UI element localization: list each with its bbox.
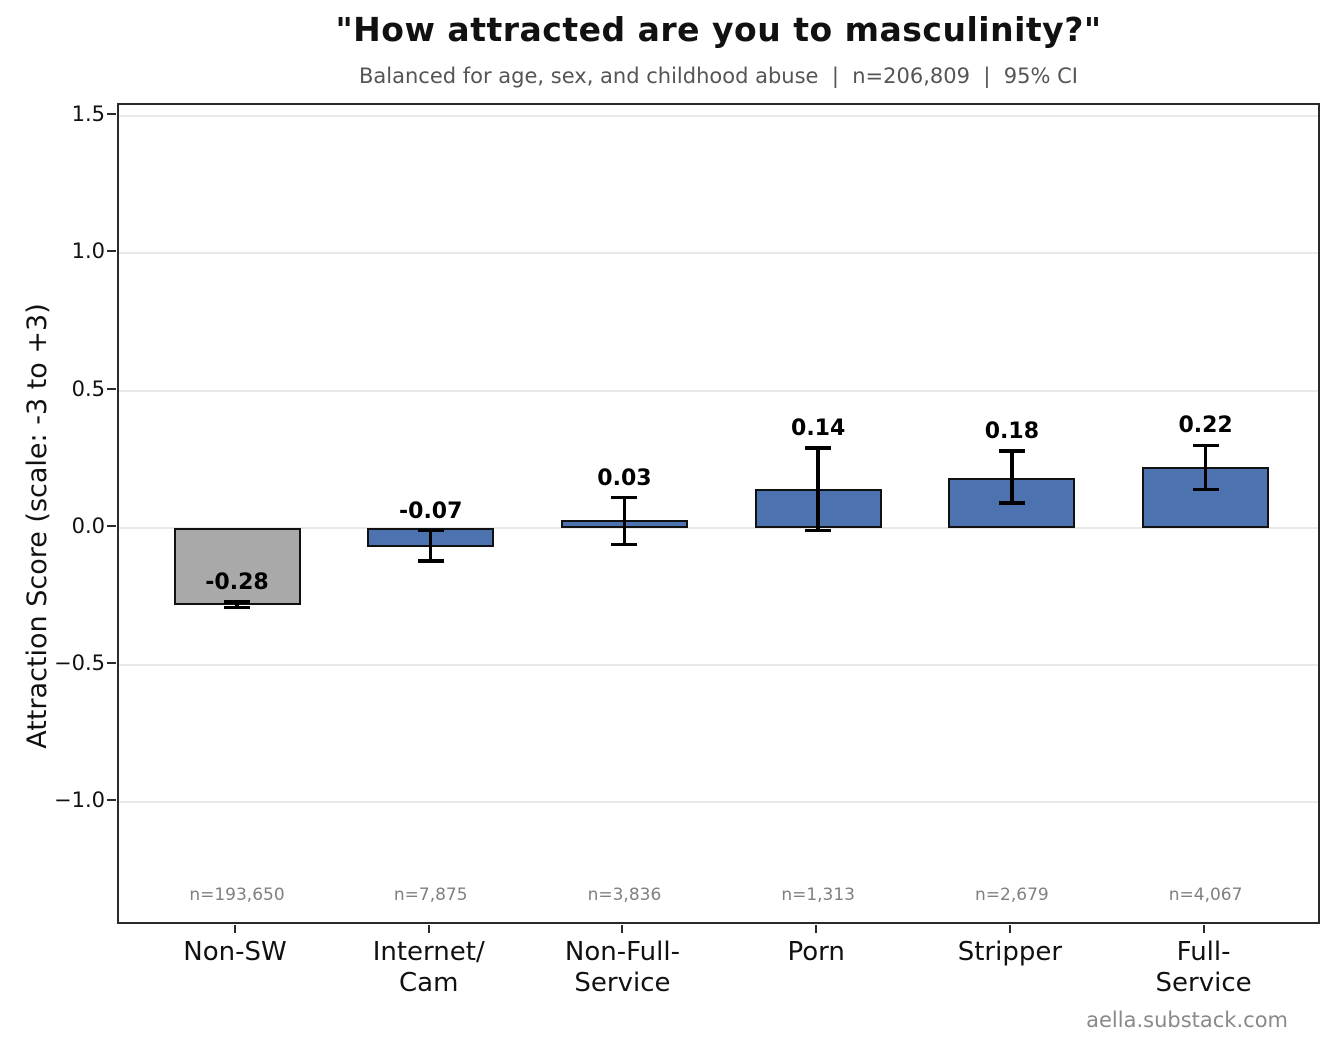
y-axis-label: Attraction Score (scale: -3 to +3) <box>22 303 53 749</box>
x-tick-label-line: Full- <box>1176 937 1231 967</box>
plot-area: -0.28 n=193,650 -0.07 n=7,875 0.03 n=3,836 0.1… <box>117 103 1320 924</box>
value-label: -0.28 <box>205 569 269 595</box>
error-bar-cap-top <box>1192 443 1219 448</box>
n-label: n=7,875 <box>393 885 468 905</box>
n-label: n=4,067 <box>1168 885 1243 905</box>
value-label: 0.18 <box>984 418 1040 444</box>
error-bar-line <box>816 448 820 531</box>
value-label: 0.22 <box>1178 413 1233 439</box>
x-tick-label-2: Internet/Cam <box>319 937 539 998</box>
error-bar-cap-bottom <box>1192 487 1219 492</box>
gridline <box>119 801 1318 804</box>
x-tick-label-line: Porn <box>787 937 845 967</box>
x-tick-label-3: Non-Full- Service <box>512 937 732 998</box>
error-bar-cap-bottom <box>224 605 250 610</box>
x-tick-label-6: Full- Service <box>1094 937 1314 998</box>
gridline <box>119 664 1318 667</box>
x-tick-mark <box>427 925 430 933</box>
x-tick-label-line: Stripper <box>957 937 1063 967</box>
x-tick-label-line: Non-SW <box>183 937 287 967</box>
n-label: n=1,313 <box>781 885 855 905</box>
y-tick-mark <box>107 662 116 665</box>
error-bar-cap-top <box>805 446 832 450</box>
x-tick-mark <box>234 925 236 933</box>
y-tick-mark <box>107 799 116 802</box>
error-bar-cap-bottom <box>998 501 1025 505</box>
error-bar-line <box>235 601 239 608</box>
y-tick-mark <box>107 112 116 115</box>
x-tick-label-line: Service <box>574 967 671 998</box>
n-label: n=3,836 <box>587 885 662 905</box>
gridline <box>119 252 1318 255</box>
error-bar-cap-top <box>417 528 444 533</box>
x-tick-mark <box>815 925 818 933</box>
value-label: -0.07 <box>399 498 463 524</box>
gridline <box>119 389 1318 392</box>
x-tick-mark <box>1202 925 1205 933</box>
x-tick-mark <box>1008 925 1011 933</box>
error-bar-line <box>1010 450 1014 504</box>
error-bar-cap-bottom <box>805 528 832 533</box>
y-tick-mark <box>107 250 116 253</box>
error-bar-cap-bottom <box>417 559 444 563</box>
error-bar-cap-top <box>611 495 638 500</box>
chart-subtitle: Balanced for age, sex, and childhood abu… <box>359 64 1078 88</box>
value-label: 0.14 <box>791 416 846 442</box>
x-tick-label-5: Stripper <box>900 937 1120 968</box>
value-label: 0.03 <box>597 465 652 491</box>
chart-title: "How attracted are you to masculinity?" <box>335 10 1102 49</box>
x-tick-label-4: Porn <box>706 937 926 968</box>
error-bar-cap-top <box>224 600 250 604</box>
gridline <box>119 526 1318 529</box>
y-tick-mark <box>107 524 116 527</box>
error-bar-line <box>622 497 627 545</box>
error-bar-cap-bottom <box>611 542 638 547</box>
y-tick-label: 1.5 <box>71 101 105 126</box>
x-tick-label-line: Service <box>1155 967 1252 998</box>
gridline <box>119 114 1318 117</box>
n-label: n=2,679 <box>975 885 1049 905</box>
x-tick-label-line: Internet/ <box>372 937 485 967</box>
watermark: aella.substack.com <box>1086 1008 1288 1032</box>
x-tick-label-1: Non-SW <box>125 937 345 968</box>
x-tick-label-line: Non-Full- <box>564 937 680 967</box>
error-bar-line <box>1203 445 1208 490</box>
y-tick-mark <box>107 387 116 390</box>
error-bar-cap-top <box>998 449 1025 453</box>
error-bar-line <box>428 530 433 561</box>
n-label: n=193,650 <box>189 885 285 905</box>
x-tick-mark <box>621 925 624 933</box>
x-tick-label-line: Cam <box>399 967 459 998</box>
